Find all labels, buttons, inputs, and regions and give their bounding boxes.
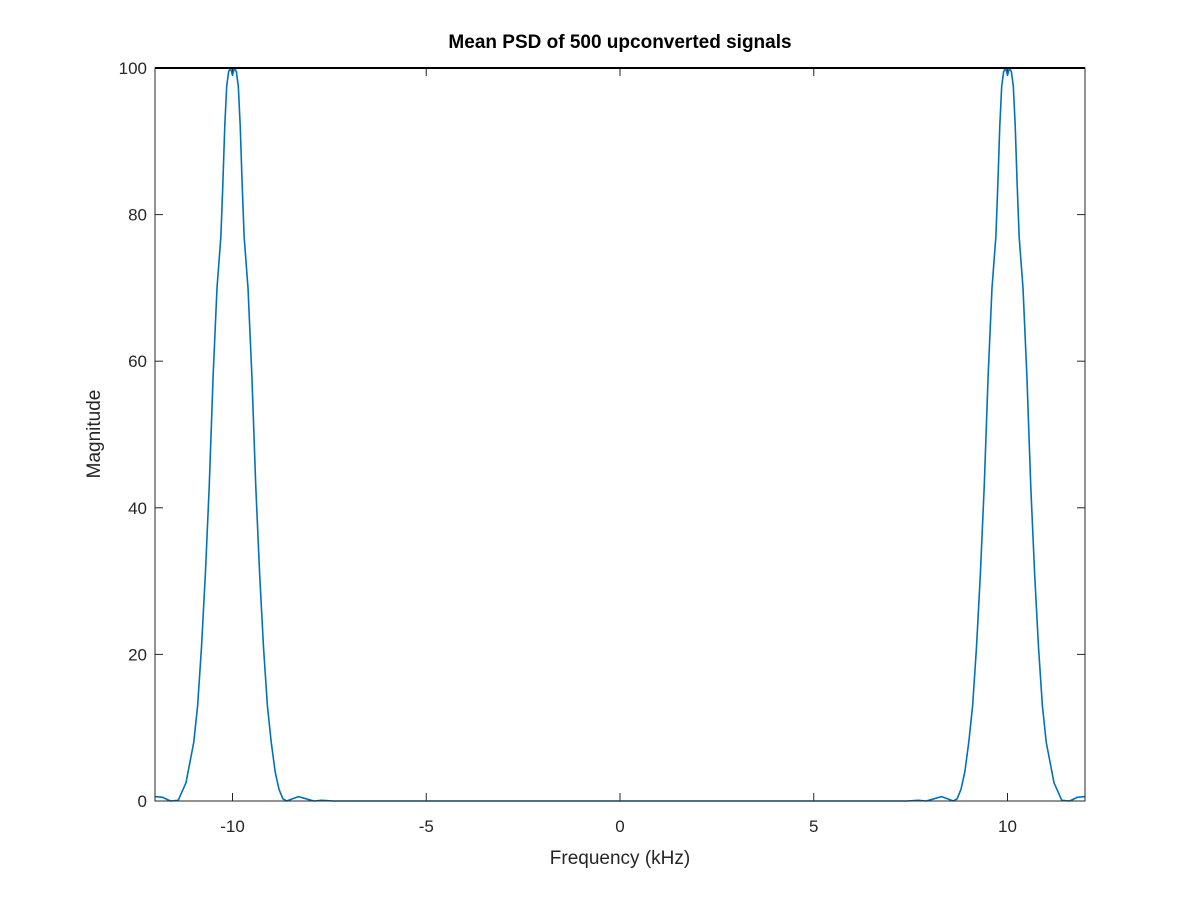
x-tick-label: -10 (220, 817, 245, 836)
y-axis-label: Magnitude (84, 390, 105, 479)
y-tick-label: 100 (119, 59, 147, 78)
x-tick-label: -5 (419, 817, 434, 836)
x-axis-label: Frequency (kHz) (550, 848, 690, 869)
y-tick-label: 60 (128, 352, 147, 371)
chart-title: Mean PSD of 500 upconverted signals (448, 32, 791, 53)
y-tick-label: 0 (138, 792, 147, 811)
x-tick-label: 10 (998, 817, 1017, 836)
y-tick-label: 40 (128, 499, 147, 518)
y-tick-label: 80 (128, 206, 147, 225)
x-tick-label: 0 (615, 817, 624, 836)
y-tick-label: 20 (128, 645, 147, 664)
x-tick-label: 5 (809, 817, 818, 836)
plot-area (155, 68, 1085, 801)
